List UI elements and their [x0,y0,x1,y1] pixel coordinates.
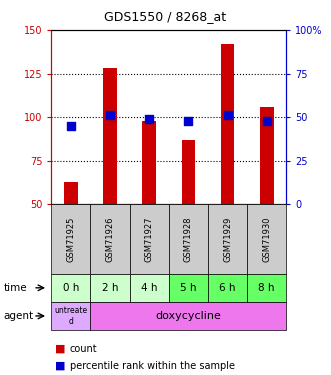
Text: 6 h: 6 h [219,283,236,293]
Text: 0 h: 0 h [63,283,79,293]
Text: doxycycline: doxycycline [156,311,221,321]
Text: GSM71927: GSM71927 [145,216,154,262]
Point [186,118,191,124]
Text: count: count [70,344,97,354]
Bar [64,182,78,204]
Point [147,116,152,122]
Text: ■: ■ [55,361,65,370]
Bar [181,140,195,204]
Text: GSM71929: GSM71929 [223,216,232,262]
Text: agent: agent [3,311,33,321]
Text: percentile rank within the sample: percentile rank within the sample [70,361,234,370]
Text: 8 h: 8 h [259,283,275,293]
Text: time: time [3,283,27,293]
Bar [221,44,234,204]
Text: 5 h: 5 h [180,283,197,293]
Point [107,112,113,118]
Bar [103,68,117,204]
Text: 2 h: 2 h [102,283,118,293]
Text: 4 h: 4 h [141,283,158,293]
Bar [142,121,156,204]
Text: ■: ■ [55,344,65,354]
Text: GSM71926: GSM71926 [106,216,115,262]
Text: GSM71928: GSM71928 [184,216,193,262]
Point [68,123,73,129]
Text: GSM71930: GSM71930 [262,216,271,262]
Point [225,112,230,118]
Text: GSM71925: GSM71925 [67,216,75,262]
Bar [260,107,274,204]
Text: untreate
d: untreate d [54,306,87,326]
Text: GDS1550 / 8268_at: GDS1550 / 8268_at [105,10,226,23]
Point [264,118,269,124]
